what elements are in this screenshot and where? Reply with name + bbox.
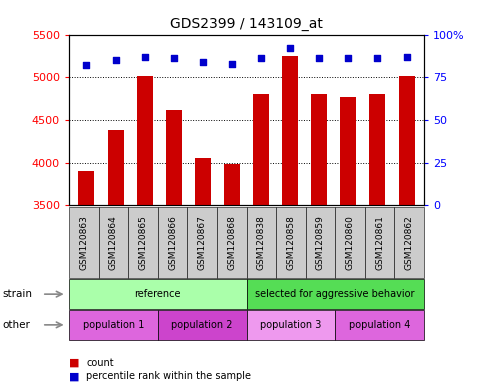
Text: other: other <box>2 320 31 330</box>
Text: selected for aggressive behavior: selected for aggressive behavior <box>255 289 415 299</box>
Point <box>111 57 119 63</box>
Text: GSM120865: GSM120865 <box>139 215 147 270</box>
Bar <box>340 97 356 384</box>
Text: GSM120859: GSM120859 <box>316 215 325 270</box>
Point <box>257 55 265 61</box>
Text: GSM120862: GSM120862 <box>405 215 414 270</box>
Bar <box>311 94 327 384</box>
Text: reference: reference <box>135 289 181 299</box>
Text: strain: strain <box>2 289 33 299</box>
Text: GSM120860: GSM120860 <box>346 215 354 270</box>
Text: population 1: population 1 <box>83 320 144 330</box>
Text: count: count <box>86 358 114 368</box>
Text: percentile rank within the sample: percentile rank within the sample <box>86 371 251 381</box>
Point <box>82 62 90 68</box>
Text: GSM120866: GSM120866 <box>168 215 177 270</box>
Bar <box>166 110 182 384</box>
Bar <box>253 94 269 384</box>
Text: ■: ■ <box>69 358 79 368</box>
Text: GSM120868: GSM120868 <box>227 215 236 270</box>
Bar <box>282 56 298 384</box>
Bar <box>398 76 415 384</box>
Bar <box>195 157 211 384</box>
Text: GSM120861: GSM120861 <box>375 215 384 270</box>
Text: GSM120838: GSM120838 <box>257 215 266 270</box>
Bar <box>224 164 240 384</box>
Text: GSM120867: GSM120867 <box>198 215 207 270</box>
Point <box>199 59 207 65</box>
Bar <box>107 130 124 384</box>
Text: GSM120864: GSM120864 <box>109 215 118 270</box>
Point <box>403 54 411 60</box>
Text: GSM120858: GSM120858 <box>286 215 295 270</box>
Bar <box>78 171 95 384</box>
Text: ■: ■ <box>69 371 79 381</box>
Text: population 3: population 3 <box>260 320 321 330</box>
Text: population 4: population 4 <box>349 320 410 330</box>
Bar <box>137 76 153 384</box>
Text: GSM120863: GSM120863 <box>79 215 88 270</box>
Point <box>170 55 177 61</box>
Title: GDS2399 / 143109_at: GDS2399 / 143109_at <box>170 17 323 31</box>
Text: population 2: population 2 <box>172 320 233 330</box>
Point <box>345 55 352 61</box>
Point <box>374 55 382 61</box>
Point <box>228 61 236 67</box>
Point <box>141 54 148 60</box>
Point <box>286 45 294 51</box>
Bar <box>369 94 386 384</box>
Point <box>316 55 323 61</box>
